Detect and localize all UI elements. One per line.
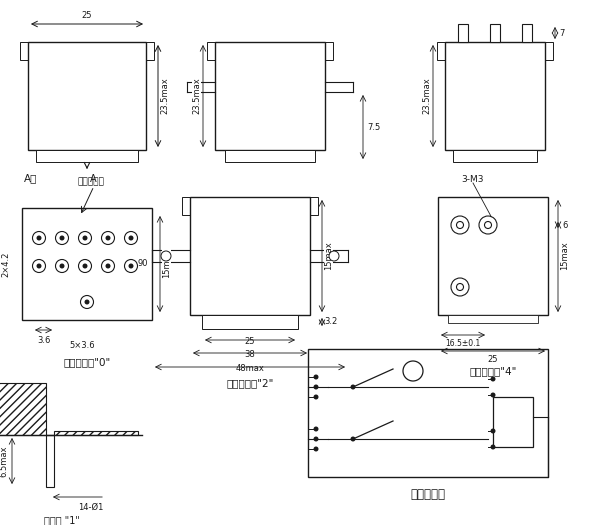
Text: A向: A向 — [24, 173, 37, 183]
Circle shape — [329, 251, 339, 261]
Bar — [182, 197, 318, 215]
Bar — [308, 349, 548, 477]
Circle shape — [129, 236, 133, 240]
Circle shape — [79, 259, 91, 272]
Text: 15max: 15max — [162, 249, 171, 278]
Circle shape — [350, 384, 356, 390]
Bar — [28, 42, 146, 150]
Circle shape — [314, 446, 319, 452]
Circle shape — [59, 236, 64, 240]
Bar — [437, 42, 553, 60]
Text: 90: 90 — [138, 259, 148, 268]
Text: A: A — [90, 174, 97, 184]
Text: 7.5: 7.5 — [367, 122, 380, 131]
Circle shape — [314, 436, 319, 442]
Text: 23.5max: 23.5max — [192, 78, 201, 114]
Text: 7: 7 — [559, 28, 564, 37]
Text: 安装方式："0": 安装方式："0" — [63, 357, 111, 367]
Circle shape — [314, 394, 319, 400]
Text: 15max: 15max — [324, 242, 333, 270]
Bar — [22, 208, 152, 320]
Circle shape — [314, 374, 319, 380]
Text: 3.6: 3.6 — [37, 336, 50, 345]
Text: 48max: 48max — [236, 364, 264, 373]
Bar — [490, 24, 500, 42]
Circle shape — [82, 264, 88, 268]
Circle shape — [490, 428, 495, 434]
Bar — [20, 42, 154, 60]
Text: 安装方式："4": 安装方式："4" — [469, 366, 517, 376]
Circle shape — [314, 426, 319, 432]
Bar — [202, 315, 298, 329]
Bar — [207, 42, 333, 60]
Bar — [438, 197, 548, 315]
Circle shape — [484, 222, 492, 228]
Circle shape — [490, 393, 495, 397]
Circle shape — [82, 236, 88, 240]
Text: 23.5max: 23.5max — [422, 78, 431, 114]
Circle shape — [129, 264, 133, 268]
Text: 38: 38 — [245, 350, 255, 359]
Circle shape — [314, 384, 319, 390]
Circle shape — [32, 259, 46, 272]
Circle shape — [32, 232, 46, 245]
Text: 5×3.6: 5×3.6 — [69, 341, 95, 351]
Text: 插针式 "1": 插针式 "1" — [44, 515, 80, 525]
Bar — [458, 24, 468, 42]
Circle shape — [37, 236, 41, 240]
Circle shape — [451, 278, 469, 296]
Text: 14-Ø1: 14-Ø1 — [78, 503, 103, 512]
Bar — [46, 435, 54, 487]
Text: 25: 25 — [245, 337, 255, 346]
Circle shape — [79, 232, 91, 245]
Bar — [453, 150, 537, 162]
Circle shape — [350, 436, 356, 442]
Bar — [225, 150, 315, 162]
Circle shape — [37, 264, 41, 268]
Text: 25: 25 — [488, 355, 498, 364]
Polygon shape — [0, 383, 138, 435]
Circle shape — [124, 232, 138, 245]
Bar — [36, 150, 138, 162]
Text: 16.5±0.1: 16.5±0.1 — [445, 339, 481, 348]
Bar — [445, 42, 545, 150]
Circle shape — [102, 232, 115, 245]
Circle shape — [161, 251, 171, 261]
Circle shape — [55, 232, 69, 245]
Text: 25: 25 — [82, 11, 92, 20]
Circle shape — [85, 299, 90, 304]
Circle shape — [124, 259, 138, 272]
Text: 3.2: 3.2 — [324, 318, 337, 327]
Bar — [448, 315, 538, 323]
Text: 6.5max: 6.5max — [0, 445, 8, 477]
Text: 着色绝缘子: 着色绝缘子 — [77, 177, 104, 186]
Circle shape — [451, 216, 469, 234]
Circle shape — [490, 376, 495, 382]
Text: 2×4.2: 2×4.2 — [1, 251, 10, 277]
Text: 23.5max: 23.5max — [160, 78, 169, 114]
Text: 15max: 15max — [560, 242, 569, 270]
Circle shape — [59, 264, 64, 268]
Bar — [522, 24, 532, 42]
Bar — [215, 42, 325, 150]
Circle shape — [403, 361, 423, 381]
Text: 6: 6 — [562, 220, 567, 229]
Bar — [493, 397, 533, 447]
Circle shape — [55, 259, 69, 272]
Circle shape — [81, 296, 94, 309]
Circle shape — [106, 264, 111, 268]
Text: 安装方式："2": 安装方式："2" — [227, 378, 273, 388]
Circle shape — [490, 445, 495, 449]
Circle shape — [457, 284, 463, 290]
Circle shape — [106, 236, 111, 240]
Circle shape — [479, 216, 497, 234]
Circle shape — [457, 222, 463, 228]
Bar — [190, 197, 310, 315]
Text: 底视电路图: 底视电路图 — [410, 488, 445, 501]
Circle shape — [102, 259, 115, 272]
Text: 3-M3: 3-M3 — [462, 174, 484, 184]
